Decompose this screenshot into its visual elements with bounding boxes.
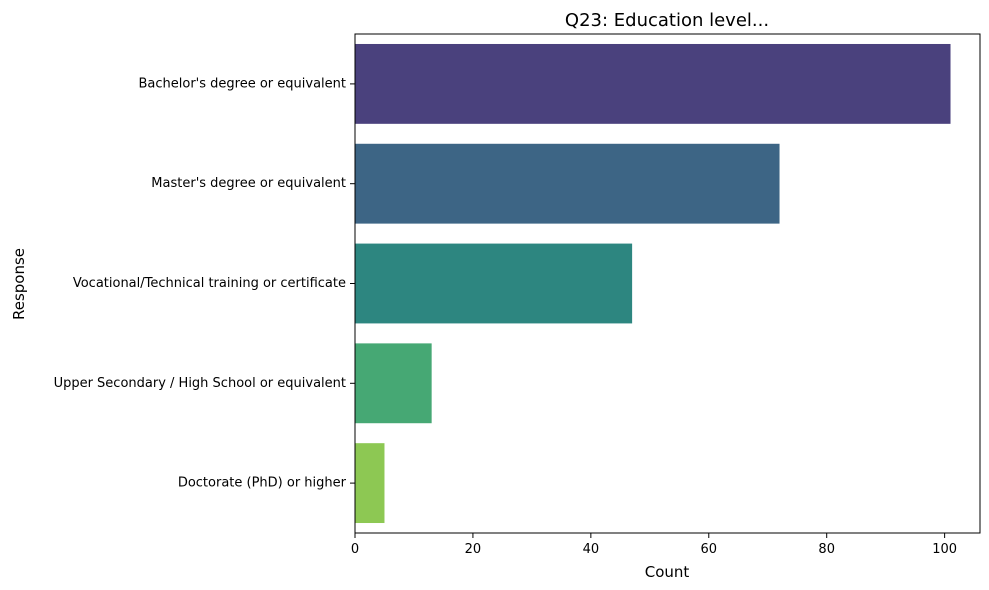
x-tick-label: 100 <box>932 542 957 557</box>
y-axis-ticks: Bachelor's degree or equivalent Master's … <box>54 76 355 491</box>
bar-1 <box>355 43 951 124</box>
y-tick-label: Vocational/Technical training or certifi… <box>73 276 346 291</box>
chart-title: Q23: Education level... <box>565 10 769 31</box>
x-tick-label: 60 <box>701 542 718 557</box>
bar-4 <box>355 343 432 424</box>
x-axis-label: Count <box>645 563 690 581</box>
x-tick-label: 40 <box>583 542 600 557</box>
bar-3 <box>355 243 633 324</box>
y-axis-label: Response <box>10 248 28 320</box>
x-axis-ticks: 0 20 40 60 80 100 <box>351 533 957 557</box>
bar-5 <box>355 443 385 524</box>
y-tick-label: Master's degree or equivalent <box>151 176 346 191</box>
y-tick-label: Bachelor's degree or equivalent <box>139 76 347 91</box>
plot-border <box>354 33 981 534</box>
y-tick-label: Doctorate (PhD) or higher <box>178 476 347 491</box>
x-tick-label: 80 <box>818 542 835 557</box>
x-tick-label: 20 <box>465 542 482 557</box>
bar-2 <box>355 143 780 224</box>
x-tick-label: 0 <box>351 542 359 557</box>
bars-group <box>355 43 951 524</box>
y-tick-label: Upper Secondary / High School or equival… <box>54 376 346 391</box>
plot-frame <box>354 33 981 534</box>
